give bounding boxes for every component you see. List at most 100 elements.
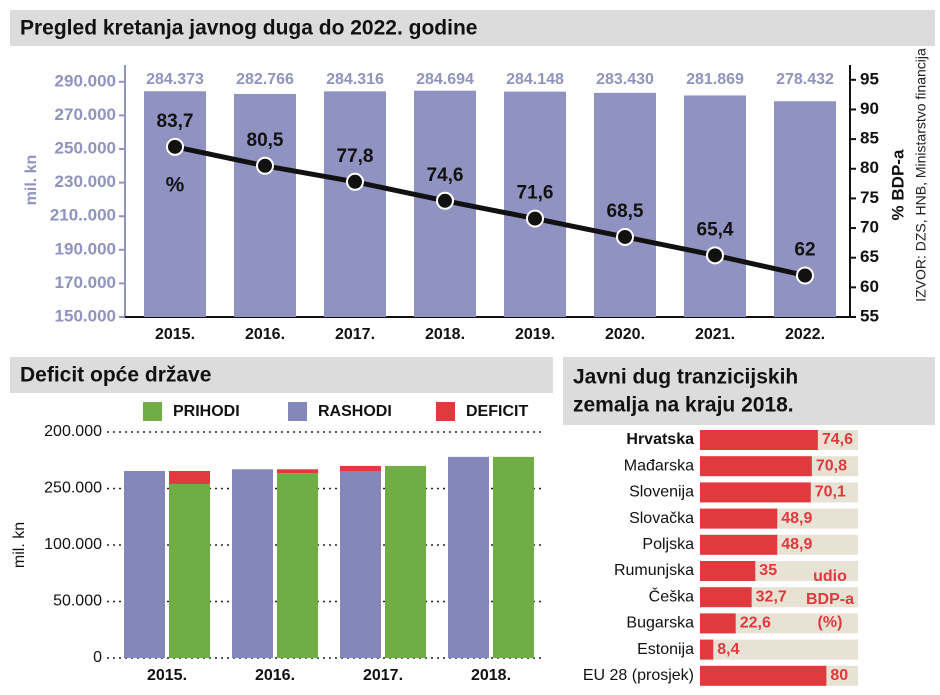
chart-title: Deficit opće države bbox=[20, 364, 211, 387]
bar-value-label: 284.148 bbox=[506, 71, 564, 88]
y-tick-label: 150.000 bbox=[55, 306, 116, 325]
line-value-label: 83,7 bbox=[157, 111, 194, 132]
legend-swatch bbox=[436, 402, 455, 421]
annotation: BDP-a bbox=[806, 591, 854, 608]
y2-tick-label: 90 bbox=[860, 99, 879, 118]
chart-title: zemalja na kraju 2018. bbox=[573, 394, 794, 417]
legend-label: DEFICIT bbox=[466, 403, 528, 420]
value-label: 8,4 bbox=[717, 641, 739, 658]
bar bbox=[774, 101, 836, 317]
bar-value-label: 284.694 bbox=[416, 71, 474, 88]
y2-tick-label: 75 bbox=[860, 188, 879, 207]
bar bbox=[493, 456, 534, 658]
y2-tick-label: 70 bbox=[860, 218, 879, 237]
legend-label: RASHODI bbox=[318, 403, 392, 420]
y2-axis-label: % BDP-a bbox=[888, 149, 907, 220]
bar-value-label: 284.373 bbox=[146, 71, 204, 88]
category-label: Češka bbox=[649, 586, 694, 605]
category-label: Hrvatska bbox=[626, 431, 694, 448]
chart-title: Javni dug tranzicijskih bbox=[573, 366, 798, 389]
line-value-label: 62 bbox=[794, 240, 815, 261]
chart-title: Pregled kretanja javnog duga do 2022. go… bbox=[20, 17, 477, 40]
bar bbox=[504, 91, 566, 317]
line bbox=[174, 144, 806, 278]
bar bbox=[124, 470, 165, 658]
y-tick-label: 0 bbox=[93, 649, 102, 666]
y-axis-label: mil. kn bbox=[11, 522, 28, 568]
y-tick-label: 290.000 bbox=[55, 71, 116, 90]
value-label: 32,7 bbox=[756, 588, 787, 605]
legend-label: PRIHODI bbox=[173, 403, 240, 420]
x-tick-label: 2017. bbox=[335, 326, 375, 343]
line-value-label: 77,8 bbox=[337, 146, 374, 167]
y-tick-label: 190.000 bbox=[55, 239, 116, 258]
bar bbox=[700, 639, 714, 660]
line-point bbox=[796, 266, 814, 285]
x-tick-label: 2015. bbox=[147, 667, 187, 684]
bar-value-label: 281.869 bbox=[686, 71, 744, 88]
y-tick-label: 250.000 bbox=[44, 480, 102, 497]
category-label: Mađarska bbox=[624, 457, 694, 474]
bar bbox=[234, 93, 296, 317]
bar bbox=[700, 456, 812, 477]
line-value-label: 71,6 bbox=[517, 183, 554, 204]
bar bbox=[324, 91, 386, 317]
y-tick-label: 210..000 bbox=[50, 206, 116, 225]
line-point bbox=[526, 209, 544, 228]
x-tick-label: 2022. bbox=[785, 326, 825, 343]
line-point bbox=[256, 156, 274, 175]
y-tick-label: 170.000 bbox=[55, 273, 116, 292]
y2-tick-label: 60 bbox=[860, 277, 879, 296]
bar-value-label: 284.316 bbox=[326, 71, 384, 88]
line-point bbox=[346, 172, 364, 191]
category-label: Estonija bbox=[637, 641, 694, 658]
bar bbox=[700, 561, 756, 581]
category-label: Rumunjska bbox=[614, 562, 694, 579]
bar bbox=[448, 456, 489, 658]
bar-value-label: 282.766 bbox=[236, 71, 294, 88]
y2-tick-label: 65 bbox=[860, 247, 879, 266]
y-tick-label: 100.000 bbox=[44, 536, 102, 553]
bar-segment bbox=[277, 469, 318, 474]
bar bbox=[700, 587, 752, 608]
title-background bbox=[10, 10, 935, 46]
bar bbox=[700, 665, 827, 686]
category-label: EU 28 (prosjek) bbox=[583, 667, 694, 684]
annotation: udio bbox=[813, 568, 847, 585]
annotation: % bbox=[166, 174, 185, 197]
bar bbox=[144, 91, 206, 317]
x-tick-label: 2018. bbox=[425, 326, 465, 343]
value-label: 74,6 bbox=[822, 431, 853, 448]
legend-swatch bbox=[288, 402, 307, 421]
category-label: Poljska bbox=[642, 536, 694, 553]
line-value-label: 80,5 bbox=[247, 130, 284, 151]
value-label: 22,6 bbox=[740, 615, 771, 632]
annotation: (%) bbox=[818, 614, 843, 631]
bar bbox=[700, 613, 736, 634]
line-value-label: 65,4 bbox=[697, 219, 734, 240]
bar bbox=[340, 470, 381, 658]
bar bbox=[700, 534, 778, 555]
x-tick-label: 2020. bbox=[605, 326, 645, 343]
x-tick-label: 2016. bbox=[255, 667, 295, 684]
bar-segment bbox=[340, 465, 381, 471]
bar bbox=[385, 465, 426, 658]
bar-background bbox=[700, 639, 858, 660]
x-tick-label: 2015. bbox=[155, 326, 195, 343]
bar-background bbox=[700, 613, 858, 634]
x-tick-label: 2016. bbox=[245, 326, 285, 343]
y2-tick-label: 80 bbox=[860, 158, 879, 177]
x-tick-label: 2019. bbox=[515, 326, 555, 343]
bar bbox=[700, 508, 778, 529]
category-label: Slovenija bbox=[629, 484, 694, 501]
bar bbox=[277, 473, 318, 658]
bar bbox=[684, 95, 746, 317]
line-value-label: 68,5 bbox=[607, 201, 644, 222]
y-tick-label: 50.000 bbox=[53, 593, 102, 610]
x-tick-label: 2018. bbox=[471, 667, 511, 684]
line-point bbox=[706, 246, 724, 265]
category-label: Slovačka bbox=[629, 510, 694, 527]
value-label: 48,9 bbox=[781, 510, 812, 527]
bar bbox=[700, 430, 818, 450]
